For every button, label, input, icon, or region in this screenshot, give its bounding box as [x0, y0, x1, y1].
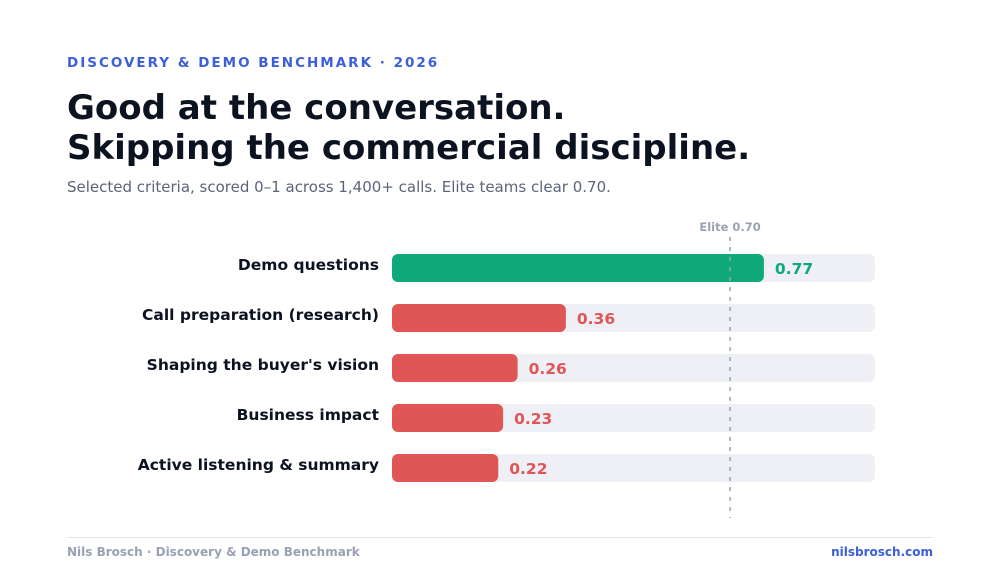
eyebrow-label: DISCOVERY & DEMO BENCHMARK · 2026	[67, 55, 440, 71]
reference-line-label: Elite 0.70	[699, 220, 760, 234]
title-line-1: Good at the conversation.	[67, 88, 566, 128]
footer-link[interactable]: nilsbrosch.com	[831, 545, 933, 559]
bar-track	[392, 404, 875, 432]
category-label: Business impact	[237, 406, 380, 424]
bar	[392, 254, 764, 282]
value-label: 0.77	[775, 260, 813, 278]
footer-credit: Nils Brosch · Discovery & Demo Benchmark	[67, 545, 360, 559]
title-line-2: Skipping the commercial discipline.	[67, 128, 751, 168]
bar-track	[392, 454, 875, 482]
page-title: Good at the conversation. Skipping the c…	[67, 88, 967, 168]
footer-divider	[67, 537, 933, 538]
subtitle: Selected criteria, scored 0–1 across 1,4…	[67, 178, 611, 196]
category-label: Shaping the buyer's vision	[147, 356, 379, 374]
value-label: 0.36	[577, 310, 615, 328]
category-label: Active listening & summary	[138, 456, 379, 474]
bar	[392, 354, 518, 382]
category-label: Call preparation (research)	[142, 306, 379, 324]
value-label: 0.26	[529, 360, 567, 378]
value-label: 0.22	[509, 460, 547, 478]
bar	[392, 404, 504, 432]
value-label: 0.23	[514, 410, 552, 428]
bar	[392, 304, 566, 332]
category-label: Demo questions	[238, 256, 379, 274]
bar	[392, 454, 499, 482]
